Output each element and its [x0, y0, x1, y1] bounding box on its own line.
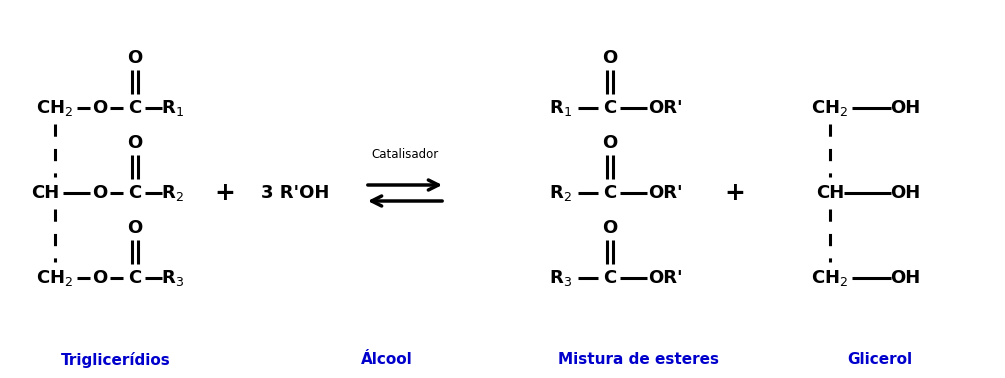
Text: O: O: [92, 269, 108, 287]
Text: Mistura de esteres: Mistura de esteres: [558, 353, 719, 367]
Text: O: O: [92, 99, 108, 117]
Text: O: O: [128, 219, 143, 237]
Text: R$_1$: R$_1$: [549, 98, 572, 118]
Text: CH$_2$: CH$_2$: [811, 268, 848, 288]
Text: CH: CH: [816, 184, 844, 202]
Text: C: C: [129, 184, 142, 202]
Text: Triglicerídios: Triglicerídios: [60, 352, 171, 368]
Text: O: O: [128, 134, 143, 152]
Text: R$_1$: R$_1$: [161, 98, 184, 118]
Text: O: O: [602, 49, 618, 67]
Text: CH$_2$: CH$_2$: [36, 98, 73, 118]
Text: +: +: [214, 181, 235, 205]
Text: CH$_2$: CH$_2$: [36, 268, 73, 288]
Text: O: O: [602, 134, 618, 152]
Text: OR': OR': [647, 184, 682, 202]
Text: R$_3$: R$_3$: [161, 268, 184, 288]
Text: Catalisador: Catalisador: [372, 149, 438, 161]
Text: C: C: [603, 269, 617, 287]
Text: O: O: [128, 49, 143, 67]
Text: +: +: [725, 181, 746, 205]
Text: C: C: [129, 269, 142, 287]
Text: R$_3$: R$_3$: [549, 268, 572, 288]
Text: O: O: [602, 219, 618, 237]
Text: OR': OR': [647, 269, 682, 287]
Text: OH: OH: [889, 184, 921, 202]
Text: Álcool: Álcool: [361, 353, 413, 367]
Text: CH: CH: [31, 184, 59, 202]
Text: OH: OH: [889, 99, 921, 117]
Text: 3 R'OH: 3 R'OH: [261, 184, 330, 202]
Text: R$_2$: R$_2$: [549, 183, 572, 203]
Text: O: O: [92, 184, 108, 202]
Text: C: C: [129, 99, 142, 117]
Text: C: C: [603, 184, 617, 202]
Text: OR': OR': [647, 99, 682, 117]
Text: CH$_2$: CH$_2$: [811, 98, 848, 118]
Text: C: C: [603, 99, 617, 117]
Text: R$_2$: R$_2$: [161, 183, 183, 203]
Text: Glicerol: Glicerol: [847, 353, 912, 367]
Text: OH: OH: [889, 269, 921, 287]
